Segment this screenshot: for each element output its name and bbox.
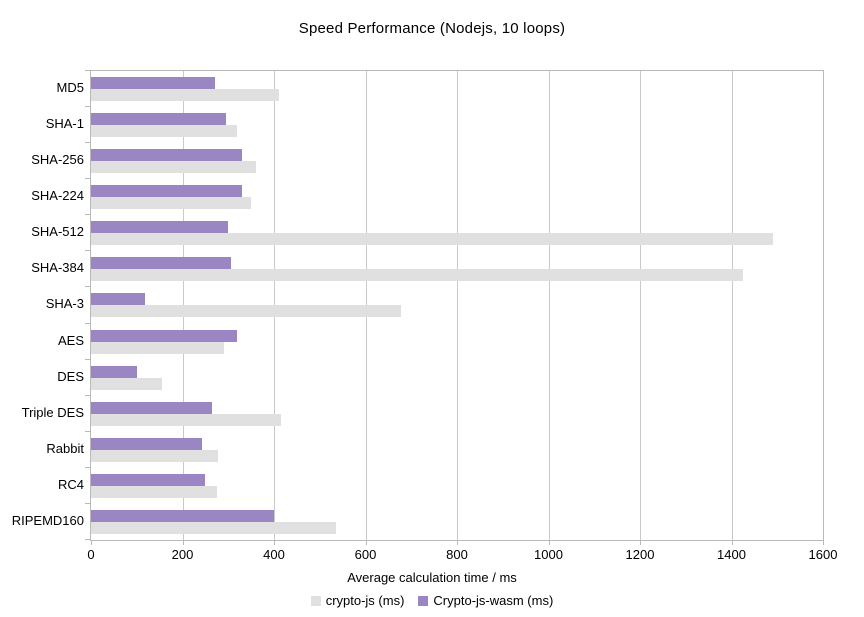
- x-axis-tick-labels: 0 200 400 600 800 1000 1200 1400 1600: [0, 547, 864, 563]
- x-axis-tick-label: 600: [354, 547, 377, 562]
- bar-crypto-js-ms-rabbit: [91, 449, 219, 462]
- y-axis-label: SHA-224: [31, 188, 84, 204]
- y-axis-label: SHA-256: [31, 152, 84, 168]
- x-axis-tick: [457, 541, 458, 545]
- gridline: [548, 71, 550, 540]
- y-axis-tick: [85, 502, 90, 504]
- y-axis-tick: [85, 142, 90, 144]
- y-axis-label: MD5: [56, 80, 84, 95]
- x-axis-tick: [548, 541, 550, 545]
- x-axis-tick: [91, 541, 92, 545]
- gridline: [457, 71, 458, 540]
- bar-crypto-js-ms-sha-256: [91, 161, 256, 174]
- legend-item-crypto-js: crypto-js (ms): [310, 593, 405, 608]
- y-axis-label: RIPEMD160: [11, 512, 84, 528]
- bar-crypto-js-ms-rc4: [91, 485, 217, 498]
- legend-label-crypto-js: crypto-js (ms): [325, 593, 405, 608]
- y-axis-tick: [85, 286, 90, 288]
- bar-crypto-js-wasm-ms-sha-384: [91, 257, 232, 270]
- legend-swatch-crypto-js: [310, 595, 321, 606]
- bar-crypto-js-ms-sha-3: [91, 305, 402, 318]
- x-axis-tick-label: 1200: [625, 547, 655, 562]
- y-axis-label: SHA-3: [45, 296, 84, 312]
- plot-area: [90, 70, 824, 541]
- y-axis-tick: [85, 70, 90, 71]
- x-axis-tick: [640, 541, 641, 545]
- y-axis-tick: [85, 466, 90, 468]
- y-axis-label: DES: [57, 368, 84, 384]
- y-axis-tick: [85, 322, 90, 324]
- y-axis-label: Triple DES: [21, 404, 84, 420]
- legend-swatch-crypto-js-wasm: [418, 595, 429, 606]
- bar-crypto-js-wasm-ms-sha-512: [91, 221, 229, 234]
- bar-crypto-js-ms-sha-224: [91, 197, 252, 210]
- bar-crypto-js-ms-ripemd160: [91, 521, 336, 534]
- y-axis-tick: [85, 178, 90, 180]
- bar-crypto-js-wasm-ms-rc4: [91, 473, 206, 486]
- x-axis-tick-label: 200: [171, 547, 194, 562]
- bar-crypto-js-wasm-ms-des: [91, 365, 137, 378]
- bar-crypto-js-wasm-ms-sha-1: [91, 113, 226, 126]
- x-axis-tick-label: 1600: [808, 547, 838, 562]
- x-axis-tick-label: 800: [446, 547, 468, 562]
- bar-crypto-js-wasm-ms-aes: [91, 329, 238, 342]
- y-axis-tick: [85, 106, 90, 108]
- x-axis-tick: [731, 541, 733, 545]
- bar-crypto-js-ms-des: [91, 377, 162, 390]
- x-axis-tick-label: 400: [263, 547, 285, 562]
- x-axis-tick: [823, 541, 824, 545]
- legend-label-crypto-js-wasm: Crypto-js-wasm (ms): [433, 593, 554, 608]
- bar-crypto-js-ms-sha-384: [91, 269, 743, 282]
- legend: crypto-js (ms) Crypto-js-wasm (ms): [0, 593, 864, 608]
- bar-crypto-js-wasm-ms-rabbit: [91, 437, 203, 450]
- y-axis-label: SHA-384: [31, 260, 84, 276]
- legend-item-crypto-js-wasm: Crypto-js-wasm (ms): [418, 593, 553, 608]
- y-axis-labels: MD5 SHA-1 SHA-256 SHA-224 SHA-512 SHA-384 SHA-…: [0, 70, 84, 541]
- chart-title: Speed Performance (Nodejs, 10 loops): [298, 20, 566, 37]
- gridline: [640, 71, 641, 540]
- x-axis-tick: [274, 541, 275, 545]
- y-axis-tick: [85, 430, 90, 432]
- y-axis-label: RC4: [57, 476, 84, 492]
- y-axis-tick: [85, 214, 90, 216]
- bar-crypto-js-wasm-ms-md5: [91, 77, 215, 89]
- y-axis-tick: [85, 394, 90, 396]
- bar-crypto-js-ms-md5: [91, 89, 279, 101]
- y-axis-label: AES: [57, 332, 84, 348]
- x-axis-tick: [182, 541, 184, 545]
- bar-crypto-js-wasm-ms-sha-224: [91, 185, 242, 198]
- bar-crypto-js-ms-sha-1: [91, 125, 238, 138]
- x-axis-tick-label: 1000: [534, 547, 563, 562]
- y-axis-tick: [85, 358, 90, 360]
- bar-crypto-js-wasm-ms-sha-3: [91, 293, 145, 306]
- y-axis-label: Rabbit: [46, 440, 84, 456]
- gridline: [731, 71, 733, 540]
- y-axis-tick: [85, 539, 90, 540]
- bar-crypto-js-ms-aes: [91, 341, 224, 354]
- y-axis-label: SHA-1: [45, 116, 84, 132]
- x-axis-tick-label: 0: [87, 547, 95, 562]
- x-axis-title: Average calculation time / ms: [347, 570, 517, 585]
- bar-crypto-js-wasm-ms-sha-256: [91, 149, 242, 162]
- bar-crypto-js-ms-sha-512: [91, 233, 773, 246]
- y-axis-tick: [85, 250, 90, 252]
- y-axis-label: SHA-512: [31, 224, 84, 240]
- bar-crypto-js-wasm-ms-triple-des: [91, 401, 213, 414]
- bar-crypto-js-ms-triple-des: [91, 413, 281, 426]
- bar-crypto-js-wasm-ms-ripemd160: [91, 509, 274, 522]
- x-axis-tick: [365, 541, 367, 545]
- x-axis-tick-label: 1400: [717, 547, 746, 562]
